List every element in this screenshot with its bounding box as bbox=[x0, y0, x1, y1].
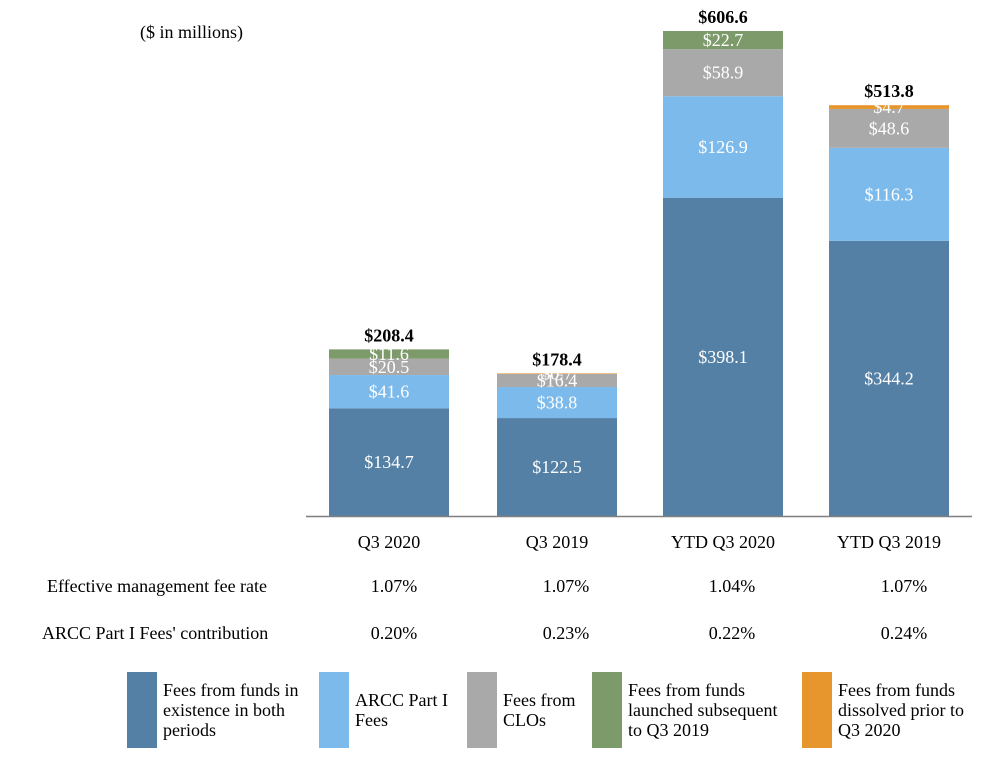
bar-dissolved-ytd-q3-2019 bbox=[829, 105, 949, 109]
bar-existing-ytd-q3-2019 bbox=[829, 240, 949, 516]
units-label: ($ in millions) bbox=[140, 22, 243, 42]
arcc-contribution-ytd-q3-2020: 0.22% bbox=[708, 623, 756, 643]
legend-swatch-arcc-fees bbox=[319, 672, 349, 748]
x-tick-label-q3-2020: Q3 2020 bbox=[358, 532, 421, 552]
bar-clo-ytd-q3-2020 bbox=[663, 49, 783, 97]
bar-clo-ytd-q3-2019 bbox=[829, 108, 949, 148]
bar-clo-q3-2019 bbox=[497, 373, 617, 388]
fee-rate-row-label: Effective management fee rate bbox=[47, 576, 268, 596]
bar-label-dissolved-ytd-q3-2019: $4.7 bbox=[873, 97, 905, 117]
legend-label-launched-funds: Fees from funds launched subsequent to Q… bbox=[628, 680, 778, 740]
bar-label-launched-ytd-q3-2020: $22.7 bbox=[703, 30, 744, 50]
bar-label-clo-ytd-q3-2019: $48.6 bbox=[869, 118, 910, 138]
legend-item-launched-funds: Fees from funds launched subsequent to Q… bbox=[592, 672, 777, 748]
bar-existing-ytd-q3-2020 bbox=[663, 197, 783, 516]
bar-label-arcc-ytd-q3-2020: $126.9 bbox=[698, 137, 748, 157]
bar-label-clo-ytd-q3-2020: $58.9 bbox=[703, 63, 744, 83]
legend-swatch-launched-funds bbox=[592, 672, 622, 748]
bar-launched-q3-2020 bbox=[329, 349, 449, 359]
legend-label-dissolved-funds: Fees from funds dissolved prior to Q3 20… bbox=[838, 680, 964, 740]
bar-existing-q3-2020 bbox=[329, 408, 449, 516]
bar-label-existing-ytd-q3-2020: $398.1 bbox=[698, 347, 748, 367]
bar-label-clo-q3-2020: $20.5 bbox=[369, 357, 410, 377]
bar-arcc-q3-2019 bbox=[497, 387, 617, 419]
bar-label-arcc-q3-2019: $38.8 bbox=[537, 393, 578, 413]
total-label-q3-2019: $178.4 bbox=[532, 349, 582, 369]
legend-swatch-dissolved-funds bbox=[802, 672, 832, 748]
arcc-contribution-row-label: ARCC Part I Fees' contribution bbox=[42, 623, 269, 643]
legend-label-arcc-fees: ARCC Part I Fees bbox=[355, 690, 449, 730]
fee-rate-ytd-q3-2019: 1.07% bbox=[880, 576, 928, 596]
bar-arcc-ytd-q3-2020 bbox=[663, 96, 783, 198]
total-label-q3-2020: $208.4 bbox=[364, 325, 414, 345]
legend-item-existing-funds: Fees from funds in existence in both per… bbox=[127, 672, 298, 748]
legend-label-clo-fees: Fees from CLOs bbox=[503, 690, 576, 730]
bar-label-existing-ytd-q3-2019: $344.2 bbox=[864, 368, 914, 388]
legend-item-dissolved-funds: Fees from funds dissolved prior to Q3 20… bbox=[802, 672, 964, 748]
fee-rate-q3-2020: 1.07% bbox=[370, 576, 418, 596]
x-tick-label-q3-2019: Q3 2019 bbox=[526, 532, 589, 552]
total-label-ytd-q3-2019: $513.8 bbox=[864, 81, 914, 101]
bar-launched-ytd-q3-2020 bbox=[663, 31, 783, 50]
bar-label-arcc-q3-2020: $41.6 bbox=[369, 382, 410, 402]
fee-rate-ytd-q3-2020: 1.04% bbox=[708, 576, 756, 596]
bar-label-existing-q3-2020: $134.7 bbox=[364, 452, 414, 472]
bar-label-arcc-ytd-q3-2019: $116.3 bbox=[865, 184, 914, 204]
bar-dissolved-q3-2019 bbox=[497, 373, 617, 374]
bar-label-dissolved-q3-2019: $0.7 bbox=[541, 364, 573, 384]
legend-item-arcc-fees: ARCC Part I Fees bbox=[319, 672, 448, 748]
bar-label-clo-q3-2019: $16.4 bbox=[537, 370, 578, 390]
legend-label-existing-funds: Fees from funds in existence in both per… bbox=[163, 680, 299, 740]
bar-label-existing-q3-2019: $122.5 bbox=[532, 457, 582, 477]
bar-arcc-ytd-q3-2019 bbox=[829, 147, 949, 241]
x-tick-label-ytd-q3-2020: YTD Q3 2020 bbox=[671, 532, 775, 552]
bar-arcc-q3-2020 bbox=[329, 375, 449, 409]
stacked-bar-chart: $134.7 $41.6 $20.5$11.6$208.4 Q3 2020 $122.5… bbox=[306, 7, 972, 552]
arcc-contribution-ytd-q3-2019: 0.24% bbox=[880, 623, 928, 643]
arcc-contribution-q3-2019: 0.23% bbox=[542, 623, 590, 643]
bar-existing-q3-2019 bbox=[497, 418, 617, 516]
fee-rate-q3-2019: 1.07% bbox=[542, 576, 590, 596]
bar-label-launched-q3-2020: $11.6 bbox=[369, 344, 409, 364]
total-label-ytd-q3-2020: $606.6 bbox=[698, 7, 748, 27]
legend-swatch-existing-funds bbox=[127, 672, 157, 748]
legend-item-clo-fees: Fees from CLOs bbox=[467, 672, 575, 748]
arcc-contribution-q3-2020: 0.20% bbox=[370, 623, 418, 643]
legend-swatch-clo-fees bbox=[467, 672, 497, 748]
x-tick-label-ytd-q3-2019: YTD Q3 2019 bbox=[837, 532, 941, 552]
bar-clo-q3-2020 bbox=[329, 358, 449, 376]
